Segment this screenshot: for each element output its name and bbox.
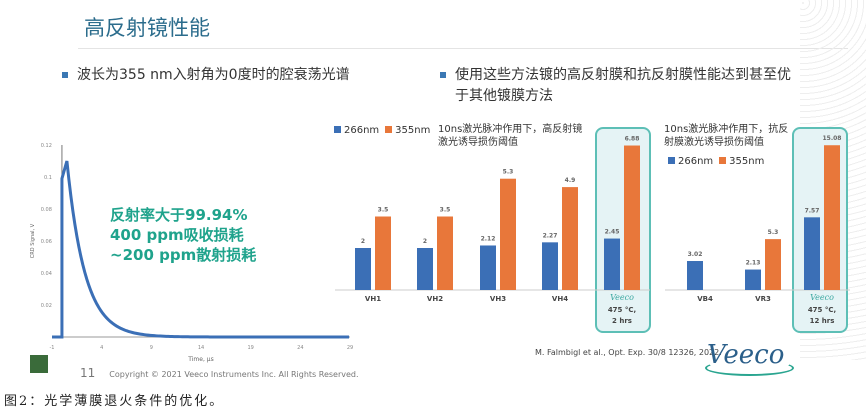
data-label: 3.5	[378, 207, 389, 214]
category-label: VH4	[552, 295, 568, 303]
bar-355nm-VH4	[562, 187, 578, 290]
category-label-logo: Veeco	[610, 293, 634, 302]
y-tick-label: 0.08	[41, 207, 52, 213]
x-tick-label: -1	[50, 345, 55, 351]
ldt-bar-charts: 2 3.5 VH1 2 3.5 VH2 2.12 5.3 VH3 2.27 4.9 VH4 2.45 6.…	[335, 135, 850, 325]
x-tick-label: 9	[150, 345, 153, 351]
annotation-absorption: 400 ppm吸收损耗	[110, 226, 244, 244]
data-label: 15.08	[823, 135, 842, 142]
crd-chart: -1 4 9 14 19 24 29 0.12 0.1 0.08 0.06 0.04 0.02 Time,…	[30, 143, 353, 363]
legend-swatch-355	[385, 126, 393, 133]
copyright: Copyright © 2021 Veeco Instruments Inc. …	[109, 370, 359, 379]
annotation-reflectance: 反射率大于99.94%	[110, 206, 248, 224]
highlight-note: 475 °C,	[808, 306, 836, 314]
category-label: VH1	[365, 295, 381, 303]
y-tick-label: 0.1	[44, 175, 52, 181]
bar-355nm-VH1	[375, 216, 391, 290]
footer: 11 Copyright © 2021 Veeco Instruments Inc…	[80, 366, 359, 380]
slide-title: 高反射镜性能	[84, 16, 210, 40]
bullet-left: 波长为355 nm入射角为0度时的腔衰荡光谱	[62, 65, 350, 86]
bullet-text: 波长为355 nm入射角为0度时的腔衰荡光谱	[77, 67, 350, 83]
y-axis-label: CRD Signal, V	[30, 223, 36, 258]
data-label: 2.13	[746, 260, 761, 267]
y-tick-label: 0.04	[41, 271, 52, 277]
bar-266nm-VH2	[417, 248, 433, 290]
data-label: 3.5	[440, 207, 451, 214]
data-label: 2	[361, 238, 365, 245]
y-tick-label: 0.12	[41, 143, 52, 149]
annotation: 反射率大于99.94% 400 ppm吸收损耗 ~200 ppm散射损耗	[110, 205, 256, 265]
data-label: 4.9	[565, 177, 576, 184]
bar-266nm-VH1	[355, 248, 371, 290]
logo-swoosh	[705, 360, 794, 376]
data-label: 5.3	[503, 169, 514, 176]
page-number: 11	[80, 366, 96, 380]
data-label: 2	[423, 238, 427, 245]
bullet-icon	[62, 72, 68, 78]
category-label-logo: Veeco	[810, 293, 834, 302]
highlight-note: 2 hrs	[612, 317, 632, 325]
legend-swatch-266	[668, 157, 675, 164]
x-axis-label: Time, μs	[187, 356, 213, 363]
bullet-icon	[440, 72, 446, 78]
figure-caption: 图2：光学薄膜退火条件的优化。	[4, 394, 225, 409]
x-tick-label: 29	[347, 345, 353, 351]
thumbnail-image	[30, 355, 48, 373]
x-tick-label: 19	[247, 345, 253, 351]
highlight-note: 12 hrs	[810, 317, 835, 325]
bar-266nm-VR3	[745, 269, 761, 290]
data-label: 5.3	[768, 229, 779, 236]
category-label: VB4	[697, 295, 713, 303]
data-label: 7.57	[805, 207, 820, 214]
category-label: VR3	[755, 295, 771, 303]
bar-355nm-VH2	[437, 216, 453, 290]
highlight-box-hr	[595, 127, 651, 333]
data-label: 2.27	[543, 232, 558, 239]
bar-355nm-Veeco	[624, 145, 640, 290]
category-label: VH3	[490, 295, 506, 303]
bar-355nm-VR3	[765, 239, 781, 290]
data-label: 3.02	[688, 251, 703, 258]
note-hr: 10ns激光脉冲作用下，高反射镜激光诱导损伤阈值	[438, 124, 583, 148]
highlight-note: 475 °C,	[608, 306, 636, 314]
legend-ar: 266nm 355nm	[662, 156, 764, 167]
bullet-right: 使用这些方法镀的高反射膜和抗反射膜性能达到甚至优于其他镀膜方法	[440, 65, 800, 107]
bar-266nm-Veeco	[804, 217, 820, 290]
bar-355nm-Veeco	[824, 145, 840, 290]
legend-355: 355nm	[729, 156, 765, 167]
category-label: VH2	[427, 295, 443, 303]
bar-355nm-VH3	[500, 178, 516, 290]
data-label: 2.45	[605, 229, 620, 236]
bar-266nm-VH3	[480, 245, 496, 290]
legend-hr: 266nm 355nm	[334, 125, 430, 136]
bullet-text: 使用这些方法镀的高反射膜和抗反射膜性能达到甚至优于其他镀膜方法	[455, 67, 791, 104]
data-label: 2.12	[481, 235, 496, 242]
x-tick-label: 14	[198, 345, 204, 351]
citation: M. Falmbigl et al., Opt. Exp. 30/8 12326…	[535, 348, 722, 357]
legend-swatch-266	[334, 126, 341, 133]
legend-266: 266nm	[678, 156, 714, 167]
bar-266nm-VH4	[542, 242, 558, 290]
bar-266nm-Veeco	[604, 238, 620, 290]
legend-266: 266nm	[344, 125, 380, 136]
x-tick-label: 4	[100, 345, 103, 351]
note-ar: 10ns激光脉冲作用下，抗反射膜激光诱导损伤阈值	[664, 124, 789, 148]
x-tick-label: 24	[297, 345, 303, 351]
legend-355: 355nm	[395, 125, 431, 136]
legend-swatch-355	[719, 157, 727, 164]
annotation-scatter: ~200 ppm散射损耗	[110, 246, 257, 264]
decay-curve	[52, 160, 350, 339]
y-tick-label: 0.06	[41, 239, 52, 245]
data-label: 6.88	[625, 136, 640, 143]
y-tick-label: 0.02	[41, 303, 52, 309]
title-divider	[78, 48, 848, 49]
bar-266nm-VB4	[687, 261, 703, 290]
